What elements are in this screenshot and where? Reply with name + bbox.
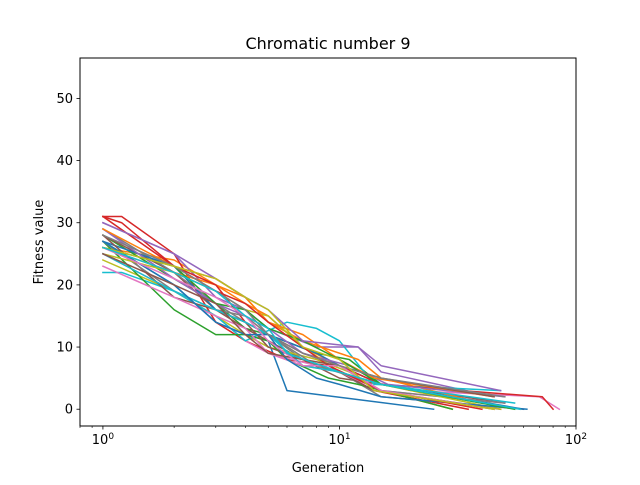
plot-area — [80, 58, 576, 426]
y-tick-label: 20 — [56, 278, 73, 293]
x-tick-label: 100 — [92, 432, 115, 448]
series-line-29 — [102, 246, 495, 411]
y-axis-label: Fitness value — [32, 200, 47, 285]
y-tick-label: 50 — [56, 92, 73, 107]
series-line-16 — [101, 234, 502, 411]
y-tick-label: 0 — [65, 403, 73, 418]
series-line-30 — [101, 246, 521, 411]
y-axis: 0 10 20 30 40 50 — [56, 92, 80, 418]
x-axis: 100 101 102 — [79, 426, 587, 448]
series-layer — [101, 215, 561, 411]
x-tick-label: 101 — [328, 432, 350, 448]
chart-title: Chromatic number 9 — [245, 34, 410, 53]
y-tick-label: 10 — [56, 341, 73, 356]
x-axis-label: Generation — [292, 461, 365, 476]
y-tick-label: 30 — [56, 216, 73, 231]
plot-frame — [79, 57, 577, 427]
x-tick-label: 102 — [565, 432, 587, 448]
y-tick-label: 40 — [56, 154, 73, 169]
series-line-27 — [101, 246, 495, 411]
series-line-28 — [101, 234, 506, 398]
